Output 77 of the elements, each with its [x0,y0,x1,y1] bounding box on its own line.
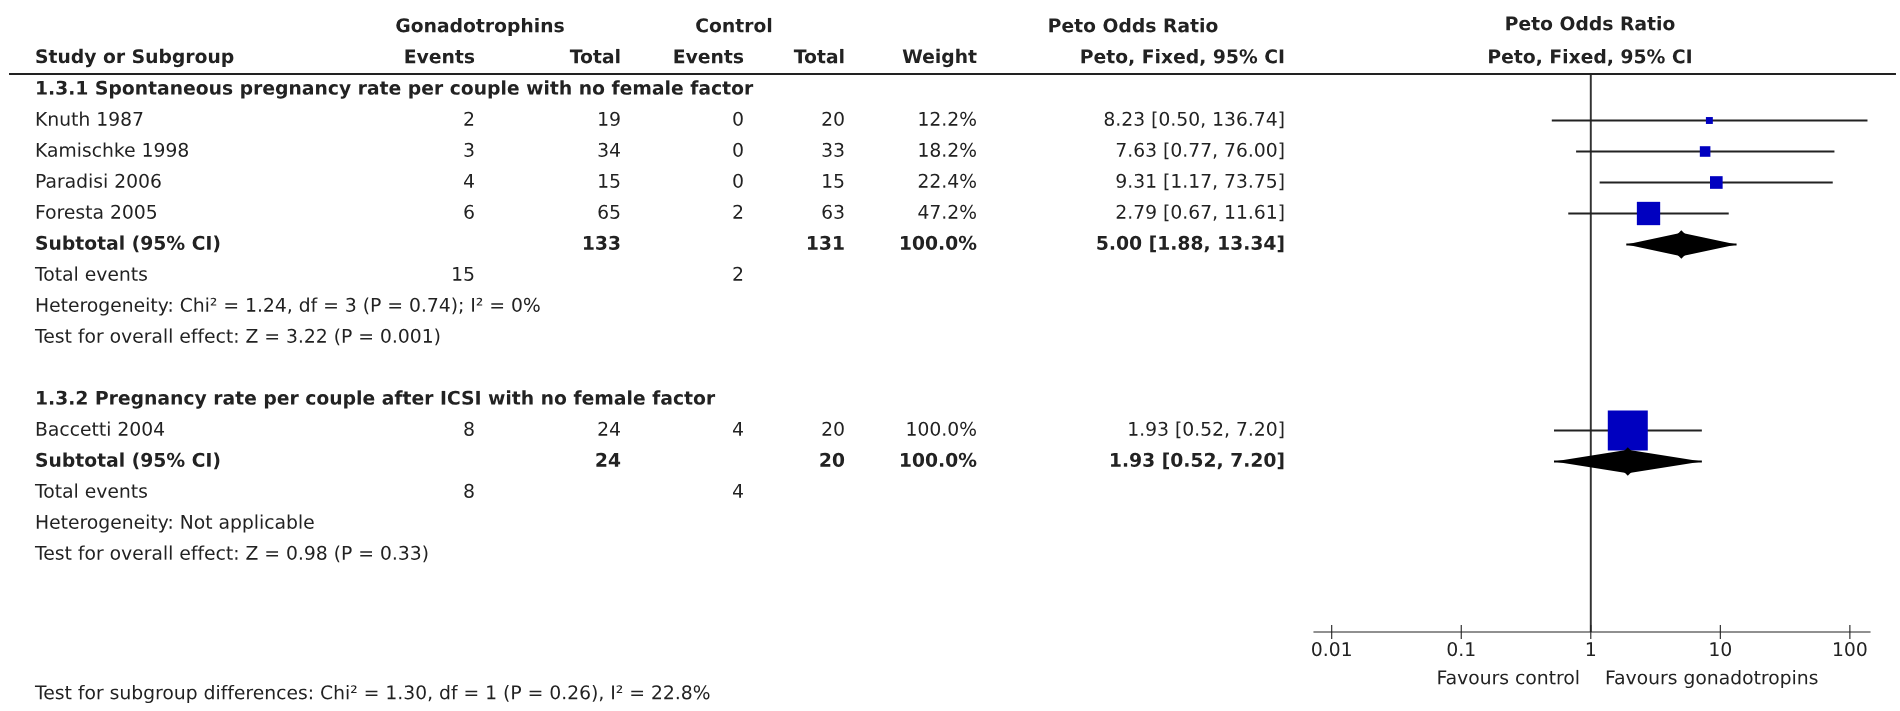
data-label: 2 [733,204,743,219]
text: Peto Odds Ratio [1049,17,1218,33]
text: Weight [902,48,977,68]
text: Peto, Fixed, 95% CI [1081,48,1284,66]
x-tick-label: 10 [1710,642,1732,657]
x-tick-label: 100 [1834,642,1867,657]
data-label: 100.0% [901,235,977,250]
data-label: 65 [598,204,620,219]
data-label: 2 [464,111,474,126]
data-label: 22.4% [918,173,976,188]
data-label: 9.31 [1.17, 73.75] [1116,173,1284,191]
chart-subtitle: Peto, Fixed, 95% CI [1489,48,1691,66]
data-label: 4 [732,422,743,436]
category-label: Heterogeneity: Chi² = 1.24, df = 3 (P = 0.74); I² = 0% [36,297,540,316]
data-label: 15 [599,174,620,188]
data-label: 4 [732,484,743,498]
chart-title: Peto Odds Ratio [1506,15,1675,31]
data-label: 24 [598,421,620,436]
category-label: Paradisi 2006 [36,173,161,188]
data-label: 0 [733,111,743,126]
category-label: Test for overall effect: Z = 0.98 (P = 0.33) [34,545,428,563]
data-label: 20 [820,452,845,467]
text: Favours control [1438,669,1579,685]
text: Study or Subgroup [36,48,234,68]
category-label: Subtotal (95% CI) [36,235,220,253]
data-label: 12.2% [919,111,976,126]
text: Test for subgroup differences: Chi² = 1.30, df = 1 (P = 0.26), I² = 22.8% [34,684,710,704]
data-label: 34 [598,142,620,157]
data-label: 5.00 [1.88, 13.34] [1097,235,1284,253]
data-label: 15 [823,174,844,188]
data-label: 20 [822,111,844,126]
data-label: 3 [464,142,474,157]
category-label: Kamischke 1998 [36,142,188,157]
data-label: 2 [733,266,743,281]
category-label: Test for overall effect: Z = 3.22 (P = 0.001) [34,328,440,346]
data-label: 20 [822,421,844,436]
x-tick-label: 0.01 [1312,642,1351,657]
category-label: Total events [34,266,147,281]
text: Control [696,17,772,33]
text: Favours gonadotropins [1606,669,1818,689]
category-label: Baccetti 2004 [36,421,165,436]
category-label: Foresta 2005 [36,204,157,219]
data-label: 100.0% [907,421,976,436]
data-label: 131 [807,235,844,250]
category-label: 1.3.2 Pregnancy rate per couple after ICSI with no female factor [37,390,716,409]
data-label: 1.93 [0.52, 7.20] [1111,452,1284,470]
data-label: 47.2% [918,204,976,219]
text: Gonadotrophins [396,17,564,37]
data-label: 19 [599,111,620,126]
category-label: Total events [34,483,147,498]
data-label: 15 [453,267,474,281]
data-label: 4 [463,174,474,188]
data-label: 133 [583,235,620,250]
data-label: 2.79 [0.67, 11.61] [1116,204,1284,222]
data-label: 1.93 [0.52, 7.20] [1129,421,1284,439]
data-label: 0 [733,173,743,188]
data-label: 0 [733,142,743,157]
category-label: Subtotal (95% CI) [36,452,220,470]
category-label: 1.3.1 Spontaneous pregnancy rate per couple with no female factor [37,80,754,99]
data-label: 7.63 [0.77, 76.00] [1116,142,1284,160]
text: Events [674,49,744,64]
category-label: Heterogeneity: Not applicable [36,514,314,533]
text: Total [793,48,844,64]
data-label: 18.2% [919,142,976,157]
data-label: 24 [596,452,621,467]
text: Total [569,48,620,64]
data-label: 100.0% [901,452,977,467]
x-tick-label: 1 [1586,642,1596,656]
data-label: 63 [822,204,844,219]
category-label: Knuth 1987 [36,111,143,126]
text: Events [405,49,475,64]
data-label: 8.23 [0.50, 136.74] [1104,111,1284,129]
data-label: 33 [822,142,844,157]
data-label: 8 [464,421,474,436]
data-label: 8 [464,483,474,498]
data-label: 6 [464,204,474,219]
x-tick-label: 0.1 [1447,642,1475,657]
